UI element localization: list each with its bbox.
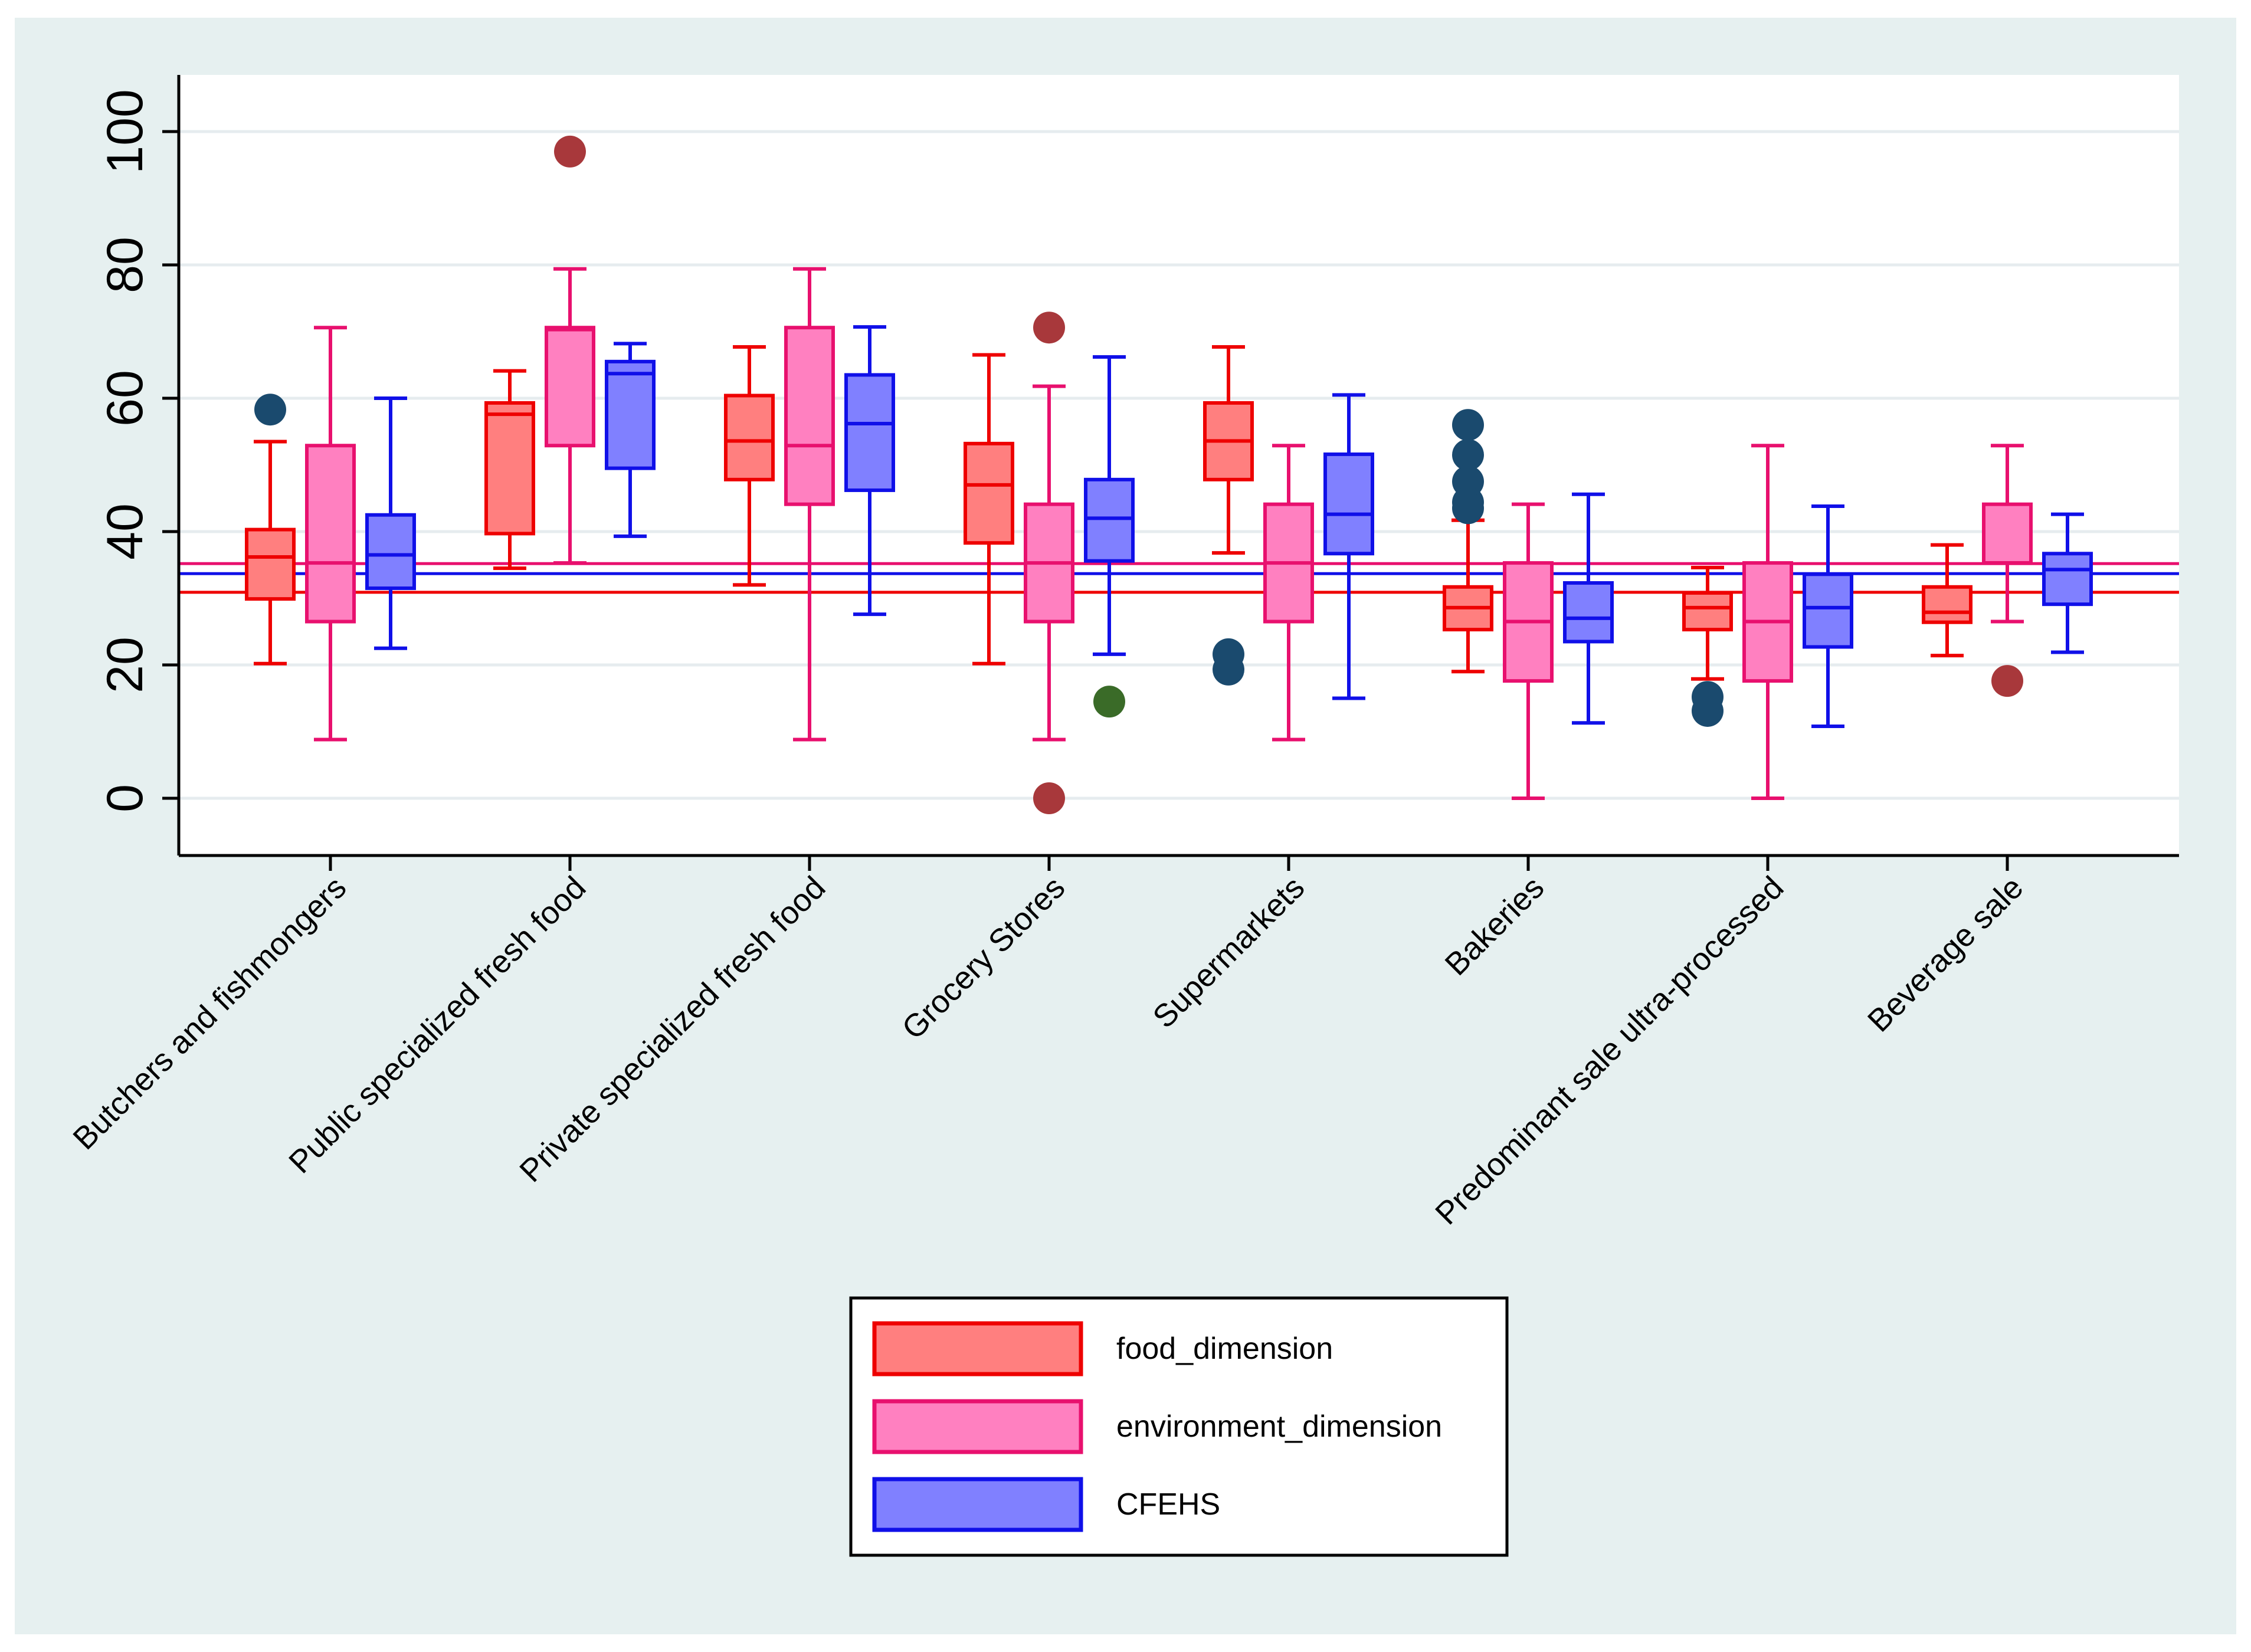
box-CFEHS-6 (1803, 504, 1853, 728)
box-CFEHS-3 (1084, 355, 1135, 718)
box-iqr (1084, 477, 1135, 563)
box-food_dimension-3 (964, 353, 1014, 666)
box-iqr (484, 401, 535, 536)
box-CFEHS-2 (844, 325, 895, 617)
y-tick-label: 0 (97, 784, 153, 812)
box-iqr (1982, 502, 2033, 565)
outlier-point (1033, 782, 1065, 814)
box-iqr (1803, 572, 1853, 649)
outlier-point (1452, 492, 1484, 525)
box-iqr (365, 513, 416, 591)
box-iqr (964, 441, 1014, 545)
outlier-point (554, 135, 586, 168)
legend-swatch-food_dimension (872, 1321, 1083, 1376)
box-iqr (305, 444, 356, 624)
box-environment_dimension-7 (1982, 444, 2033, 697)
outlier-point (1991, 665, 2023, 697)
outlier-point (1452, 439, 1484, 471)
box-iqr (1323, 452, 1374, 556)
category-group-1 (484, 135, 656, 571)
box-iqr (545, 326, 595, 448)
category-group-4 (1203, 345, 1374, 742)
box-environment_dimension-3 (1024, 312, 1074, 814)
outlier-point (1093, 686, 1125, 718)
box-environment_dimension-6 (1742, 444, 1793, 800)
box-iqr (724, 394, 775, 481)
box-environment_dimension-5 (1503, 502, 1554, 800)
outlier-point (1213, 653, 1244, 686)
legend-label: environment_dimension (1116, 1410, 1442, 1444)
box-iqr (1563, 581, 1614, 644)
legend: food_dimension environment_dimension CFEHS (849, 1296, 1509, 1557)
legend-label: food_dimension (1116, 1332, 1333, 1366)
box-CFEHS-1 (605, 342, 656, 538)
plot-area (179, 75, 2179, 856)
box-CFEHS-4 (1323, 393, 1374, 700)
box-iqr (1922, 585, 1973, 624)
box-food_dimension-7 (1922, 543, 1973, 658)
category-group-5 (1443, 409, 1614, 800)
y-tick-label: 40 (97, 503, 153, 560)
box-food_dimension-5 (1443, 409, 1493, 674)
box-iqr (2042, 552, 2093, 607)
y-tick-label: 60 (97, 370, 153, 427)
y-tick-label: 20 (97, 637, 153, 693)
legend-swatch-CFEHS (872, 1477, 1083, 1532)
box-food_dimension-6 (1682, 566, 1733, 727)
box-environment_dimension-1 (545, 135, 595, 565)
y-tick-label: 80 (97, 237, 153, 293)
y-tick-label: 100 (97, 89, 153, 174)
outlier-point (1033, 312, 1065, 344)
box-food_dimension-0 (245, 394, 296, 666)
box-series (245, 135, 2093, 814)
outlier-point (254, 394, 286, 426)
box-food_dimension-1 (484, 369, 535, 571)
category-group-2 (724, 267, 895, 742)
box-food_dimension-4 (1203, 345, 1254, 686)
legend-label: CFEHS (1116, 1487, 1220, 1522)
outlier-point (1452, 409, 1484, 441)
box-environment_dimension-0 (305, 326, 356, 742)
box-CFEHS-7 (2042, 512, 2093, 654)
category-group-0 (245, 326, 416, 742)
box-CFEHS-5 (1563, 492, 1614, 725)
category-group-6 (1682, 444, 1853, 800)
category-group-7 (1922, 444, 2093, 697)
box-iqr (784, 326, 835, 506)
box-CFEHS-0 (365, 396, 416, 650)
outlier-point (1692, 694, 1724, 727)
category-group-3 (964, 312, 1135, 814)
box-environment_dimension-2 (784, 267, 835, 742)
box-iqr (605, 359, 656, 470)
box-iqr (245, 527, 296, 601)
legend-swatch-environment_dimension (872, 1399, 1083, 1454)
box-environment_dimension-4 (1263, 444, 1314, 742)
box-food_dimension-2 (724, 345, 775, 587)
box-iqr (844, 373, 895, 492)
box-iqr (1682, 591, 1733, 632)
